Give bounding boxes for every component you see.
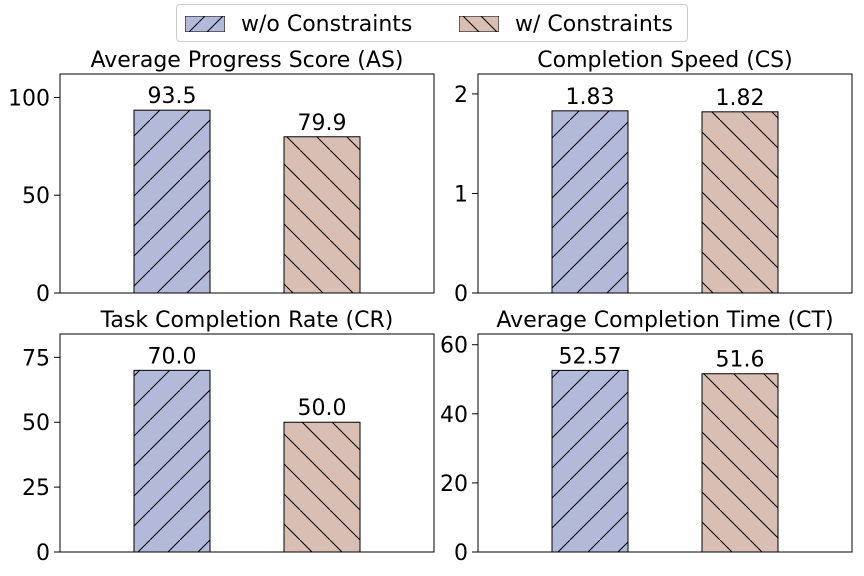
bar-data-label: 79.9 xyxy=(298,111,347,136)
bar-hatch-w-o-constraints xyxy=(133,109,211,294)
y-tick-label: 1 xyxy=(454,182,468,207)
y-tick-label: 100 xyxy=(8,86,50,111)
bar-data-label: 1.83 xyxy=(566,85,615,110)
y-tick-label: 50 xyxy=(22,411,50,436)
legend-label-with-constraints: w/ Constraints xyxy=(515,11,673,37)
y-tick-label: 2 xyxy=(454,83,468,108)
subplot-1: Average Progress Score (AS) 93.5 79.9 0 50 10… xyxy=(8,48,435,307)
bar-hatch-w-constraints xyxy=(701,111,779,294)
bar-data-label: 1.82 xyxy=(716,86,765,111)
axes-frame xyxy=(59,333,435,553)
y-tick-label: 20 xyxy=(440,472,468,497)
y-tick-label: 0 xyxy=(454,282,468,307)
y-tick-label: 0 xyxy=(454,541,468,566)
y-tick-label: 50 xyxy=(22,184,50,209)
axes-frame xyxy=(59,73,435,294)
subplot-title: Average Progress Score (AS) xyxy=(90,48,403,73)
y-tick-label: 0 xyxy=(36,541,50,566)
legend: w/o Constraints w/ Constraints xyxy=(176,4,688,42)
bar-hatch-w-constraints xyxy=(283,136,361,294)
bar-hatch-w-o-constraints xyxy=(133,369,211,553)
bar-data-label: 93.5 xyxy=(148,84,197,109)
y-tick-label: 0 xyxy=(36,282,50,307)
y-tick-label: 75 xyxy=(22,346,50,371)
subplot-4: Average Completion Time (CT) 52.57 51.6 0 20… xyxy=(440,308,853,566)
subplot-title: Completion Speed (CS) xyxy=(537,48,792,73)
bar-hatch-w-constraints xyxy=(283,421,361,553)
bar-data-label: 50.0 xyxy=(298,396,347,421)
legend-entry-with-constraints: w/ Constraints xyxy=(459,5,673,43)
legend-label-without-constraints: w/o Constraints xyxy=(241,11,413,37)
legend-entry-without-constraints: w/o Constraints xyxy=(185,5,412,43)
bar-hatch-w-o-constraints xyxy=(551,369,629,553)
subplot-title: Average Completion Time (CT) xyxy=(496,308,833,333)
axes-frame xyxy=(477,333,853,553)
legend-swatch-with-constraints xyxy=(459,16,499,32)
bar-hatch-w-constraints xyxy=(701,373,779,553)
bar-data-label: 70.0 xyxy=(148,344,197,369)
axes-frame xyxy=(477,73,853,294)
bar-data-label: 52.57 xyxy=(559,344,622,369)
y-tick-label: 60 xyxy=(440,334,468,359)
bar-hatch-w-o-constraints xyxy=(551,110,629,294)
y-tick-label: 40 xyxy=(440,403,468,428)
subplot-title: Task Completion Rate (CR) xyxy=(100,308,394,333)
legend-swatch-without-constraints xyxy=(185,16,225,32)
y-tick-label: 25 xyxy=(22,476,50,501)
subplot-3: Task Completion Rate (CR) 70.0 50.0 0 25 50 75 xyxy=(22,308,435,566)
subplot-2: Completion Speed (CS) 1.83 1.82 0 1 2 xyxy=(454,48,853,307)
bar-data-label: 51.6 xyxy=(716,348,765,373)
